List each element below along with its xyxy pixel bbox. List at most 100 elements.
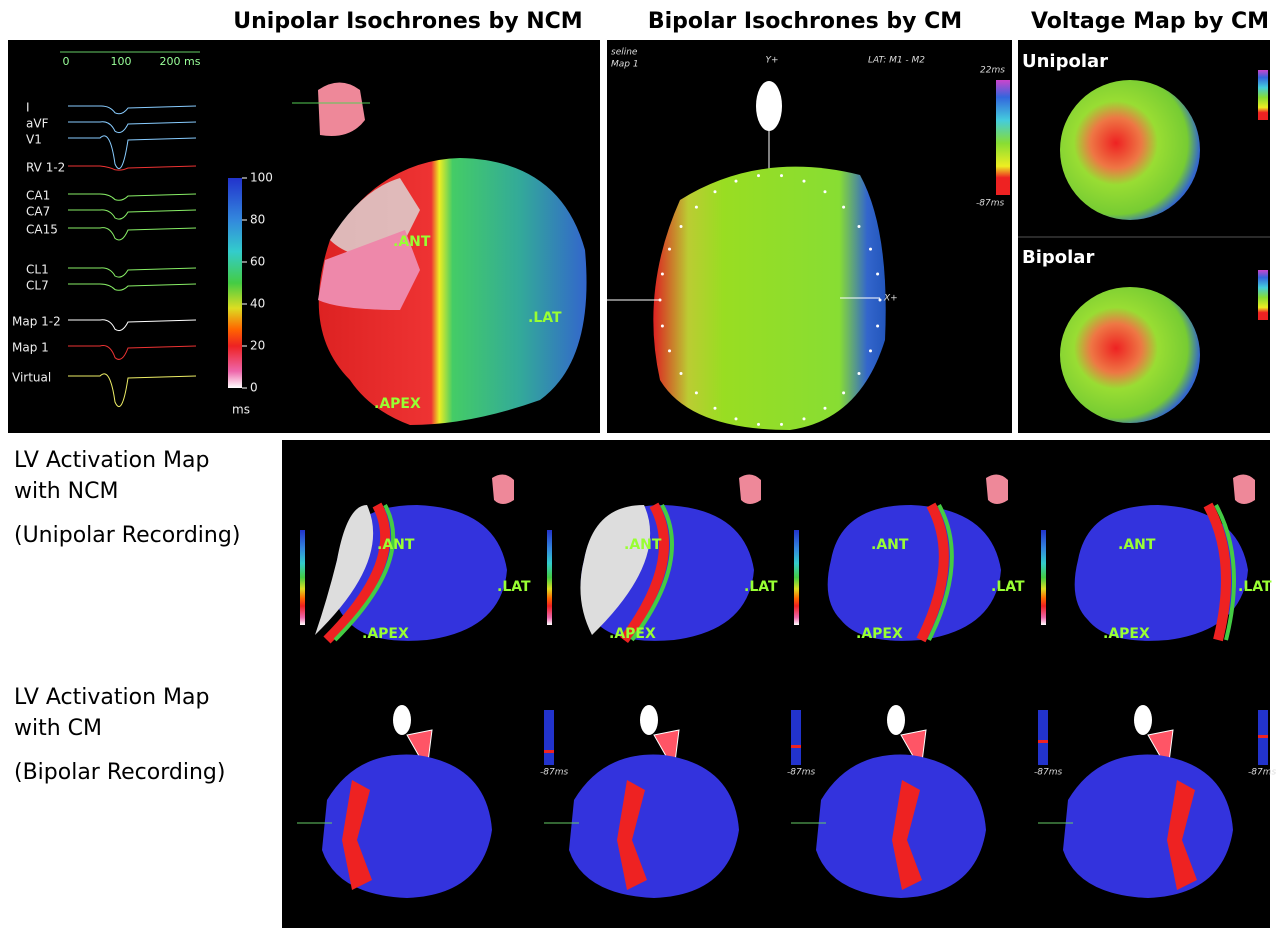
orientation-head — [318, 82, 365, 136]
scale-label: -87ms — [787, 768, 815, 778]
electrode — [823, 406, 827, 410]
scale-min: -87ms — [976, 199, 1004, 209]
map-label: .APEX — [362, 626, 409, 642]
scale-label: -87ms — [540, 768, 568, 778]
map-title: LAT: M1 - M2 — [868, 56, 925, 66]
map-label: .ANT — [1118, 537, 1156, 553]
wavefront — [916, 502, 949, 643]
lead-label: CL1 — [26, 263, 49, 277]
catheter-icon — [393, 705, 411, 735]
ecg-trace — [68, 209, 197, 220]
electrode — [660, 324, 664, 328]
row-label: with CM — [14, 716, 102, 741]
orientation-head — [492, 474, 514, 504]
ecg-trace — [68, 105, 197, 115]
lead-label: CA7 — [26, 205, 50, 219]
color-bar — [544, 710, 554, 765]
voltage-map — [1060, 80, 1200, 220]
orientation-head — [1233, 474, 1255, 504]
time-label: 0 — [63, 55, 70, 68]
map-label: .LAT — [1238, 579, 1272, 595]
electrode — [679, 225, 683, 229]
heart-map — [653, 166, 886, 430]
time-label: 200 ms — [160, 55, 201, 68]
map-label: .ANT — [377, 537, 415, 553]
color-bar — [1258, 270, 1268, 320]
wavefront — [333, 504, 396, 642]
heart-region — [318, 230, 420, 310]
activation-front — [892, 780, 922, 890]
voltage-map — [1060, 287, 1200, 423]
electrode — [713, 190, 717, 194]
row-label: (Unipolar Recording) — [14, 523, 240, 548]
heading: Unipolar Isochrones by NCM — [233, 9, 582, 34]
electrode — [842, 205, 846, 209]
lead-label: CL7 — [26, 279, 49, 293]
electrode — [658, 298, 662, 302]
electrode — [857, 371, 861, 375]
color-bar — [794, 530, 799, 625]
wavefront — [1203, 502, 1231, 642]
color-bar-mark — [1258, 735, 1268, 738]
scale-label: -87ms — [1034, 768, 1062, 778]
corner-label: seline — [611, 48, 638, 58]
scale-unit: ms — [232, 403, 250, 417]
ecg-trace — [68, 319, 197, 332]
electrode — [868, 247, 872, 251]
electrode — [734, 179, 738, 183]
axis-label: X+ — [883, 294, 898, 304]
electrode — [876, 324, 880, 328]
ecg-trace — [68, 135, 197, 169]
activation-front — [1167, 780, 1197, 890]
heart-map — [569, 754, 739, 898]
catheter-icon — [640, 705, 658, 735]
heart-map — [1074, 505, 1248, 641]
electrode — [694, 205, 698, 209]
wavefront — [1214, 504, 1236, 641]
color-bar-mark — [544, 750, 554, 753]
orientation-head — [739, 474, 761, 504]
map-label: .APEX — [1103, 626, 1150, 642]
color-bar — [300, 530, 305, 625]
scale-max: 22ms — [980, 66, 1005, 76]
row-label: (Bipolar Recording) — [14, 760, 225, 785]
map-label: .APEX — [856, 626, 903, 642]
electrode — [779, 174, 783, 178]
map-label: .LAT — [528, 310, 562, 326]
scale-label: 40 — [250, 297, 265, 311]
color-bar — [1258, 70, 1268, 120]
orientation-head — [986, 474, 1008, 504]
map-label: .LAT — [497, 579, 531, 595]
wavefront — [619, 502, 669, 643]
ecg-trace — [68, 227, 197, 241]
map-label: .LAT — [744, 579, 778, 595]
corner-label: Map 1 — [611, 60, 639, 70]
electrode — [868, 349, 872, 353]
catheter-icon — [756, 81, 782, 131]
color-bar — [1041, 530, 1046, 625]
scale-label: 0 — [250, 381, 258, 395]
axis-label: Y+ — [765, 56, 778, 66]
color-bar — [791, 710, 801, 765]
map-label: .LAT — [991, 579, 1025, 595]
lead-label: Virtual — [12, 371, 51, 385]
electrode — [713, 406, 717, 410]
heart-map — [333, 505, 507, 641]
lead-label: Map 1-2 — [12, 315, 61, 329]
color-bar-mark — [1038, 740, 1048, 743]
row-label: LV Activation Map — [14, 685, 209, 710]
panel-label: Unipolar — [1022, 51, 1108, 72]
activation-front — [342, 780, 372, 890]
color-bar — [547, 530, 552, 625]
lead-label: V1 — [26, 133, 42, 147]
activation-front — [617, 780, 647, 890]
electrode — [668, 349, 672, 353]
scale-label: 80 — [250, 213, 265, 227]
color-bar — [996, 80, 1010, 195]
lead-label: RV 1-2 — [26, 161, 65, 175]
scale-label: 100 — [250, 171, 273, 185]
heart-map — [827, 505, 1001, 641]
ecg-trace — [68, 121, 197, 134]
heart-map — [1063, 754, 1233, 898]
